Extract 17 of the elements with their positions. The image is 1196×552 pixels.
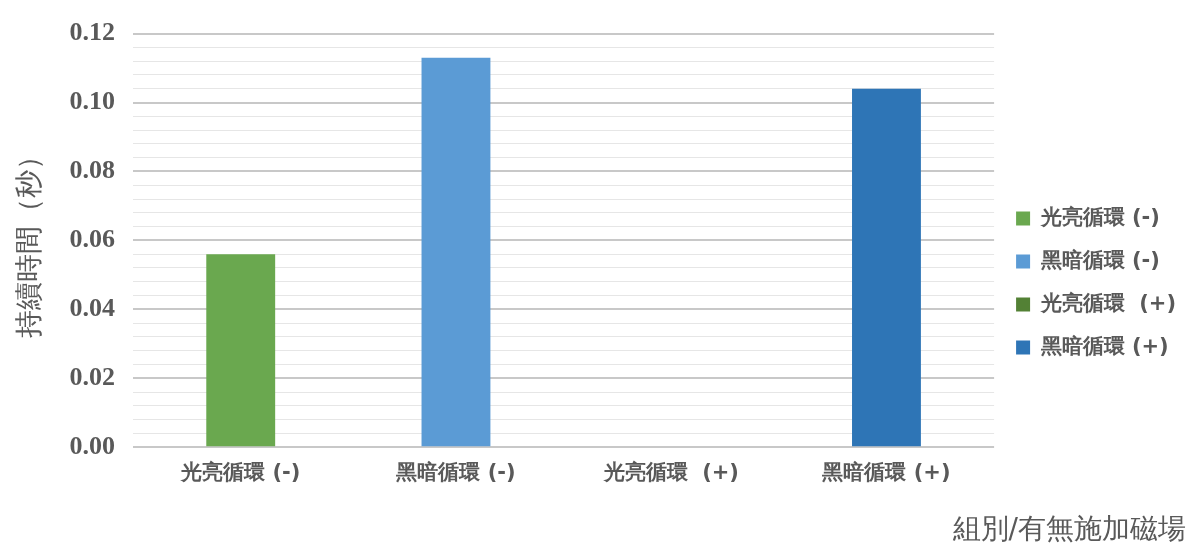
legend-label: 光亮循環 (-) [1039,204,1160,229]
x-tick-label: 黑暗循環 (-) [395,460,516,485]
legend-label: 黑暗循環 (+) [1039,333,1169,358]
y-tick-label: 0.06 [69,224,116,254]
y-tick-label: 0.10 [69,86,116,116]
y-tick-label: 0.08 [69,155,116,185]
x-tick-label: 黑暗循環 (+) [821,460,951,485]
legend-label: 黑暗循環 (-) [1039,247,1160,272]
y-axis-title: 持續時間（秒） [12,142,46,339]
y-tick-label: 0.02 [69,361,116,391]
y-tick-label: 0.12 [69,17,116,47]
x-axis-title: 組別/有無施加磁場 [951,512,1186,546]
y-tick-label: 0.00 [69,430,116,460]
x-tick-label: 光亮循環 (-) [180,460,301,485]
legend-label: 光亮循環 (+) [1039,290,1177,315]
y-tick-label: 0.04 [69,293,116,323]
x-tick-label: 光亮循環 (+) [602,460,739,485]
